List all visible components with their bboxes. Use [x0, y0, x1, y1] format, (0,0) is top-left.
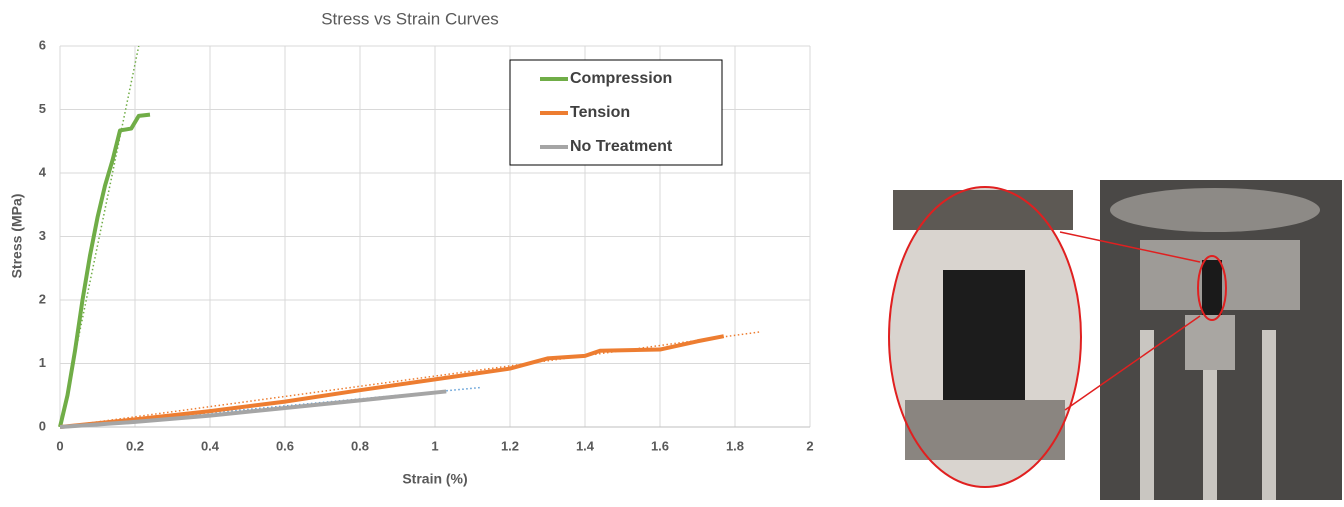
- x-tick-label: 1.2: [501, 438, 519, 453]
- y-tick-label: 0: [39, 418, 46, 433]
- legend-label: Tension: [570, 104, 630, 121]
- x-tick-label: 0.6: [276, 438, 294, 453]
- photo-part: [1202, 260, 1222, 320]
- x-tick-label: 0.4: [201, 438, 220, 453]
- x-tick-label: 1.8: [726, 438, 744, 453]
- photo-part: [1203, 370, 1217, 500]
- series-line: [60, 115, 150, 427]
- chart-title: Stress vs Strain Curves: [321, 9, 499, 28]
- y-tick-label: 4: [39, 164, 47, 179]
- photo-part: [1262, 330, 1276, 500]
- legend-label: No Treatment: [570, 138, 673, 155]
- x-tick-label: 0.8: [351, 438, 369, 453]
- photo-inset: [889, 180, 1342, 500]
- y-tick-label: 2: [39, 291, 46, 306]
- trendline: [60, 332, 761, 427]
- x-axis-title: Strain (%): [402, 471, 467, 487]
- photo-part: [905, 400, 1065, 460]
- photo-part: [893, 190, 1073, 230]
- x-tick-label: 1.6: [651, 438, 669, 453]
- y-axis-title: Stress (MPa): [9, 194, 25, 279]
- y-tick-label: 5: [39, 101, 46, 116]
- series-line: [60, 391, 446, 427]
- photo-part: [1185, 315, 1235, 370]
- legend: Compression Tension No Treatment: [510, 60, 722, 165]
- photo-part: [943, 270, 1025, 415]
- x-tick-label: 0.2: [126, 438, 144, 453]
- x-tick-label: 1: [431, 438, 438, 453]
- y-tick-label: 3: [39, 228, 46, 243]
- photo-part: [1110, 188, 1320, 232]
- x-tick-label: 1.4: [576, 438, 595, 453]
- legend-label: Compression: [570, 70, 672, 87]
- y-tick-label: 1: [39, 355, 46, 370]
- y-tick-label: 6: [39, 37, 46, 52]
- x-tick-label: 2: [806, 438, 813, 453]
- x-tick-label: 0: [56, 438, 63, 453]
- chart: Stress vs Strain Curves Strain (%) Stres…: [0, 0, 1344, 502]
